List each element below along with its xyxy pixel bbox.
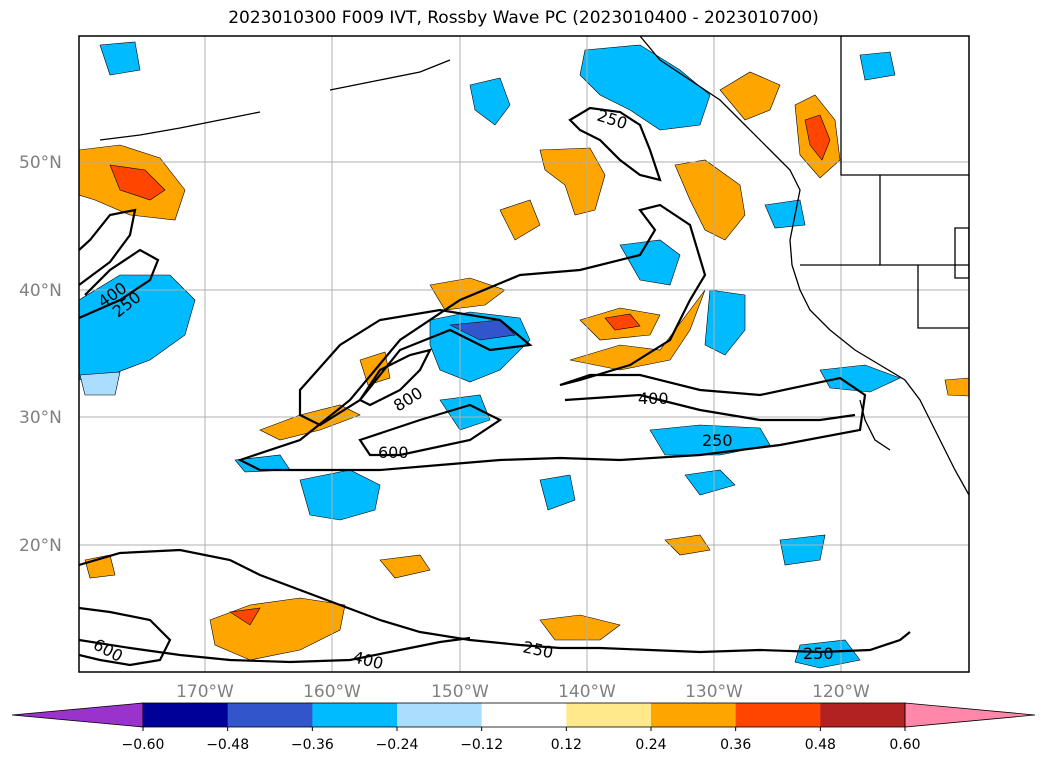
- colorbar-outline: [142, 702, 906, 728]
- colorbar-tick-label: −0.12: [460, 737, 503, 753]
- colorbar-tick-label: 0.60: [889, 737, 920, 753]
- colorbar-extend-high: [904, 702, 1036, 728]
- ivt-contours: [79, 106, 911, 667]
- contour-labels: 250 400 250 600 800 400 250 250 250 600 …: [90, 106, 834, 672]
- colorbar-bin: [397, 703, 483, 727]
- longitude-labels: 170°W 160°W 150°W 140°W 130°W 120°W: [176, 682, 870, 702]
- map-frame: [78, 35, 970, 673]
- lon-label: 140°W: [558, 682, 616, 702]
- colorbar-bin: [566, 703, 652, 727]
- positive-anomaly-shading: [79, 71, 969, 661]
- colorbar-bin: [481, 703, 567, 727]
- colorbar-tick-label: 0.48: [805, 737, 836, 753]
- colorbar: −0.60 −0.48 −0.36 −0.24 −0.12 0.12 0.24 0.36 0.4…: [11, 702, 1036, 753]
- contour-label: 250: [803, 644, 834, 663]
- coastline: [99, 36, 969, 496]
- contour-label: 600: [378, 443, 409, 462]
- colorbar-bin: [651, 703, 737, 727]
- lon-label: 150°W: [431, 682, 489, 702]
- lat-label: 50°N: [19, 153, 62, 173]
- lon-label: 160°W: [303, 682, 361, 702]
- colorbar-extend-low: [11, 702, 144, 728]
- lon-label: 120°W: [812, 682, 870, 702]
- colorbar-bin: [312, 703, 398, 727]
- map-title: 2023010300 F009 IVT, Rossby Wave PC (202…: [228, 8, 819, 28]
- lon-label: 130°W: [685, 682, 743, 702]
- colorbar-tick-label: −0.36: [291, 737, 334, 753]
- graticule: [79, 36, 969, 672]
- colorbar-tick-label: −0.24: [376, 737, 419, 753]
- lat-label: 20°N: [19, 536, 62, 556]
- colorbar-bin: [735, 703, 821, 727]
- negative-anomaly-shading: [79, 41, 901, 669]
- colorbar-tick-label: 0.12: [551, 737, 582, 753]
- contour-label: 400: [638, 389, 669, 408]
- colorbar-bin: [820, 703, 906, 727]
- colorbar-tick-label: −0.60: [122, 737, 165, 753]
- colorbar-tick-label: 0.36: [720, 737, 751, 753]
- contour-label: 250: [702, 431, 733, 450]
- lat-label: 30°N: [19, 408, 62, 428]
- lat-label: 40°N: [19, 281, 62, 301]
- latitude-labels: 50°N 40°N 30°N 20°N: [19, 153, 62, 556]
- colorbar-tick-label: −0.48: [206, 737, 249, 753]
- colorbar-tick-label: 0.24: [635, 737, 666, 753]
- map-field: 250 400 250 600 800 400 250 250 250 600 …: [79, 36, 969, 672]
- colorbar-bin: [143, 703, 229, 727]
- colorbar-bin: [227, 703, 313, 727]
- lon-label: 170°W: [176, 682, 234, 702]
